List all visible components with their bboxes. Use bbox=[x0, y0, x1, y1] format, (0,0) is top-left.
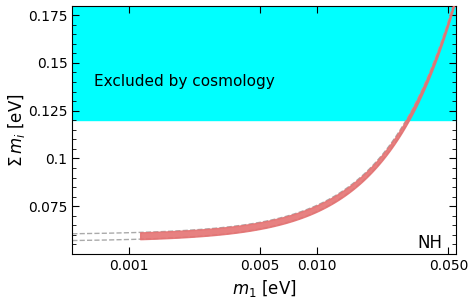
Y-axis label: $\Sigma\, m_i$ [eV]: $\Sigma\, m_i$ [eV] bbox=[6, 93, 27, 167]
Text: Excluded by cosmology: Excluded by cosmology bbox=[93, 74, 274, 89]
Bar bbox=[73, 0, 456, 120]
Text: NH: NH bbox=[418, 234, 443, 252]
X-axis label: $m_1$ [eV]: $m_1$ [eV] bbox=[232, 278, 297, 300]
